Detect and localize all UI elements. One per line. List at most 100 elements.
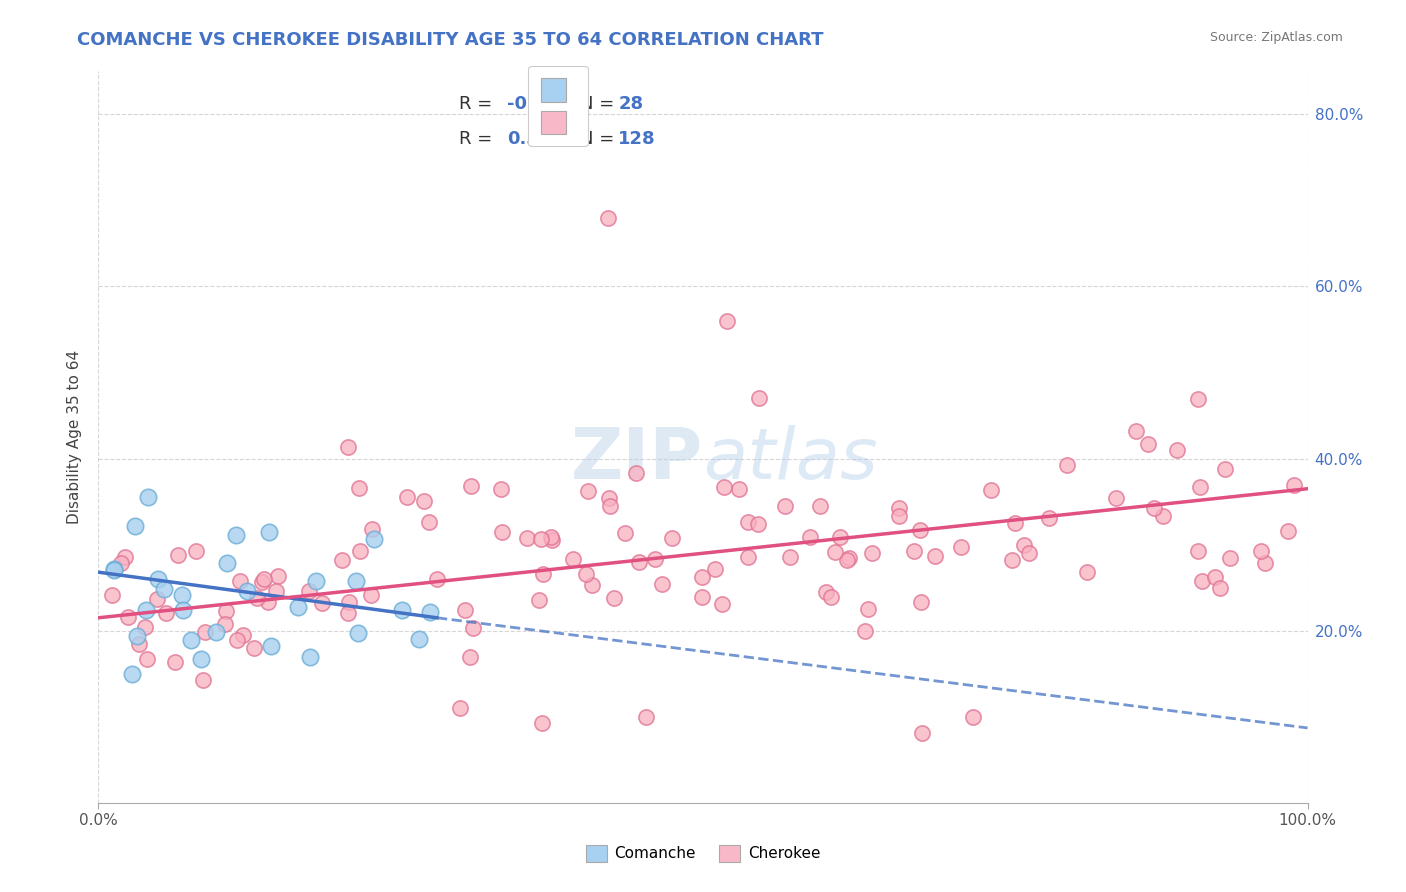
- Point: [235, 583, 257, 598]
- Point: [243, 641, 266, 656]
- Point: [950, 540, 973, 554]
- Point: [1137, 437, 1160, 451]
- Point: [146, 592, 169, 607]
- Point: [838, 551, 860, 566]
- Text: COMANCHE VS CHEROKEE DISABILITY AGE 35 TO 64 CORRELATION CHART: COMANCHE VS CHEROKEE DISABILITY AGE 35 T…: [77, 31, 824, 49]
- Point: [163, 656, 186, 670]
- Point: [1038, 510, 1060, 524]
- Point: [225, 527, 247, 541]
- Point: [737, 550, 759, 565]
- Point: [924, 549, 946, 563]
- Point: [911, 726, 934, 740]
- Point: [710, 597, 733, 611]
- Point: [1076, 565, 1098, 579]
- Point: [903, 544, 925, 558]
- Point: [252, 572, 274, 586]
- Point: [737, 516, 759, 530]
- Point: [153, 582, 176, 596]
- Point: [598, 211, 620, 225]
- Point: [267, 569, 290, 583]
- Point: [1277, 524, 1299, 538]
- Point: [136, 651, 159, 665]
- Point: [344, 574, 367, 588]
- Point: [180, 633, 202, 648]
- Point: [155, 606, 177, 620]
- Point: [246, 591, 269, 606]
- Point: [1143, 501, 1166, 516]
- Point: [562, 551, 585, 566]
- Text: R =: R =: [458, 95, 498, 113]
- Point: [853, 624, 876, 639]
- Point: [110, 556, 132, 570]
- Point: [391, 602, 413, 616]
- Point: [1187, 392, 1209, 406]
- Point: [134, 603, 156, 617]
- Point: [408, 632, 430, 646]
- Point: [264, 584, 287, 599]
- Text: 28: 28: [619, 95, 644, 113]
- Text: atlas: atlas: [703, 425, 877, 493]
- Point: [1204, 570, 1226, 584]
- Point: [627, 555, 650, 569]
- Point: [491, 525, 513, 540]
- Text: N =: N =: [579, 129, 620, 148]
- Point: [194, 624, 217, 639]
- Point: [661, 531, 683, 545]
- Point: [136, 490, 159, 504]
- Point: [531, 716, 554, 731]
- Point: [250, 574, 273, 589]
- Point: [713, 480, 735, 494]
- Point: [634, 710, 657, 724]
- Point: [613, 525, 636, 540]
- Point: [530, 532, 553, 546]
- Point: [461, 621, 484, 635]
- Point: [232, 627, 254, 641]
- Point: [101, 588, 124, 602]
- Point: [298, 650, 321, 665]
- Point: [814, 585, 837, 599]
- Point: [690, 591, 713, 605]
- Point: [336, 440, 359, 454]
- Point: [117, 610, 139, 624]
- Y-axis label: Disability Age 35 to 64: Disability Age 35 to 64: [67, 350, 83, 524]
- Point: [651, 576, 673, 591]
- Point: [889, 501, 911, 516]
- Text: 128: 128: [619, 129, 657, 148]
- Point: [644, 552, 666, 566]
- Point: [114, 550, 136, 565]
- Point: [692, 570, 714, 584]
- Point: [121, 666, 143, 681]
- Point: [1125, 424, 1147, 438]
- Text: Source: ZipAtlas.com: Source: ZipAtlas.com: [1209, 31, 1343, 45]
- Point: [1166, 442, 1188, 457]
- Point: [516, 531, 538, 545]
- Point: [1254, 556, 1277, 570]
- Point: [491, 482, 513, 496]
- Point: [337, 595, 360, 609]
- Point: [1187, 544, 1209, 558]
- Point: [1152, 509, 1174, 524]
- Point: [598, 491, 620, 505]
- Point: [779, 549, 801, 564]
- Point: [527, 593, 550, 607]
- Point: [727, 482, 749, 496]
- Point: [962, 710, 984, 724]
- Point: [1056, 458, 1078, 472]
- Point: [172, 603, 194, 617]
- Text: -0.121: -0.121: [508, 95, 571, 113]
- Point: [1282, 478, 1305, 492]
- Point: [533, 567, 555, 582]
- Point: [103, 562, 125, 576]
- Point: [418, 515, 440, 529]
- Point: [146, 572, 169, 586]
- Point: [1105, 491, 1128, 505]
- Point: [426, 572, 449, 586]
- Point: [259, 524, 281, 539]
- Point: [184, 544, 207, 558]
- Point: [214, 616, 236, 631]
- Text: 0.319: 0.319: [508, 129, 564, 148]
- Point: [205, 625, 228, 640]
- Text: N =: N =: [579, 95, 620, 113]
- Point: [576, 484, 599, 499]
- Point: [215, 604, 238, 618]
